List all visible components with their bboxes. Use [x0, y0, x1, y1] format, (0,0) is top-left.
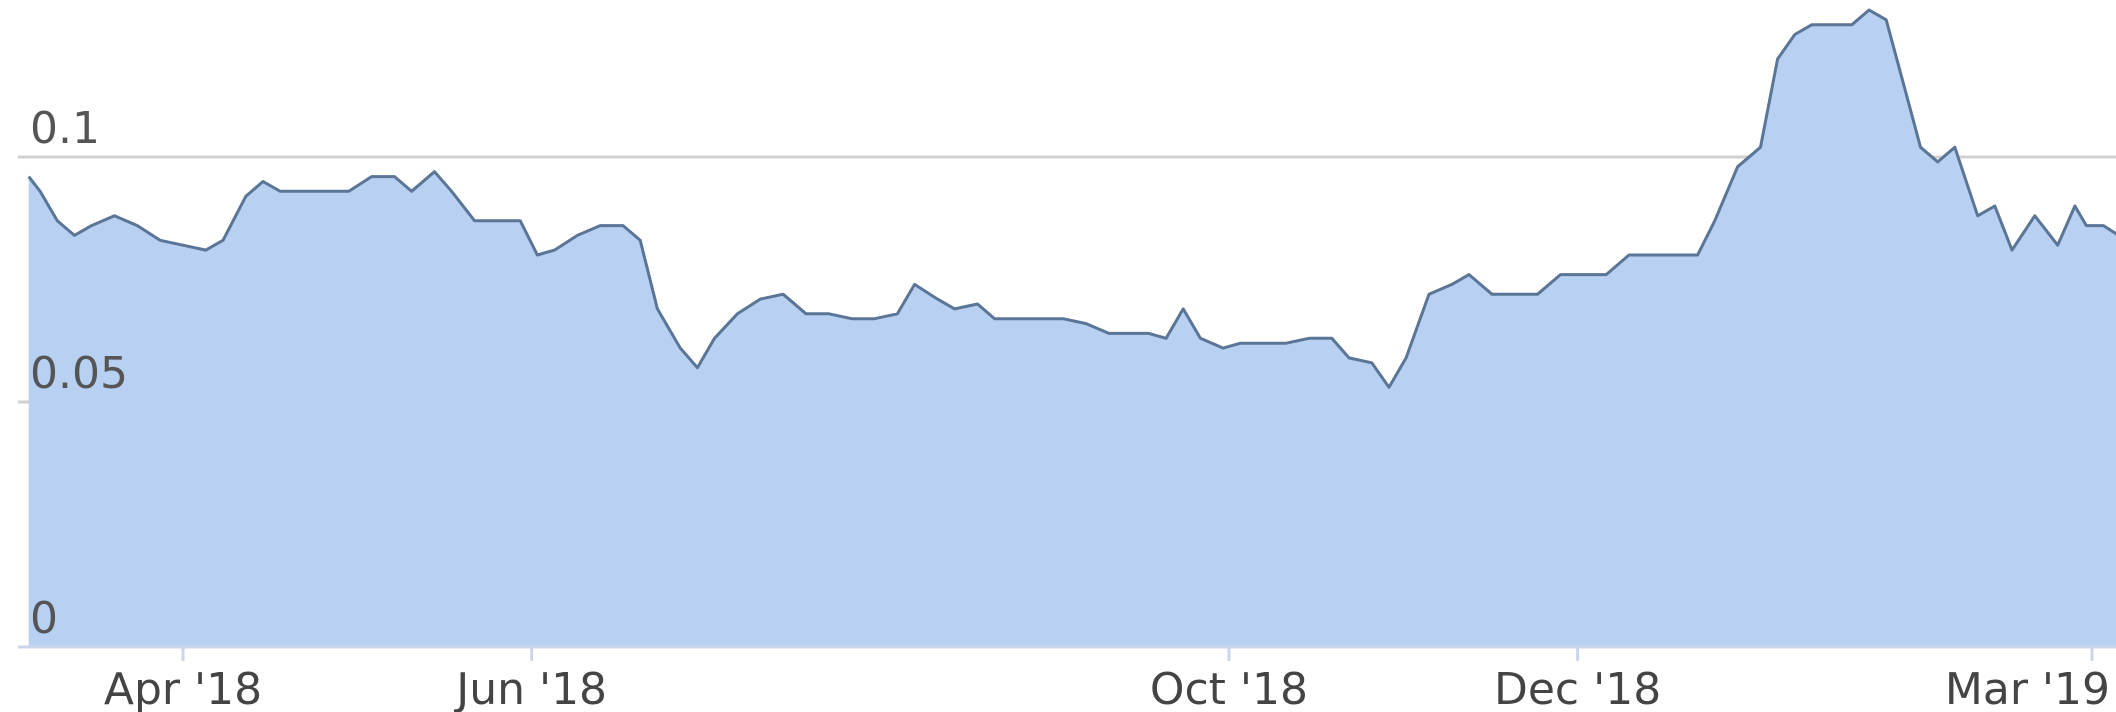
series-line — [27, 8, 2116, 389]
series-area — [27, 8, 2116, 647]
x-tick-label: Jun '18 — [453, 664, 607, 712]
x-tick-label: Dec '18 — [1494, 664, 1661, 712]
x-tick-label: Mar '19 — [1945, 664, 2110, 712]
x-axis: Apr '18 Jun '18 Oct '18 Dec '18 Mar '19 — [18, 645, 2116, 712]
y-tick-label: 0.1 — [30, 103, 100, 154]
y-axis-labels: 0 0.05 0.1 — [30, 103, 128, 644]
x-tick-label: Oct '18 — [1150, 664, 1308, 712]
x-tick-label: Apr '18 — [104, 664, 262, 712]
y-tick-label: 0.05 — [30, 348, 128, 399]
series-area-fill — [28, 10, 2116, 647]
y-tick-label: 0 — [30, 593, 58, 644]
